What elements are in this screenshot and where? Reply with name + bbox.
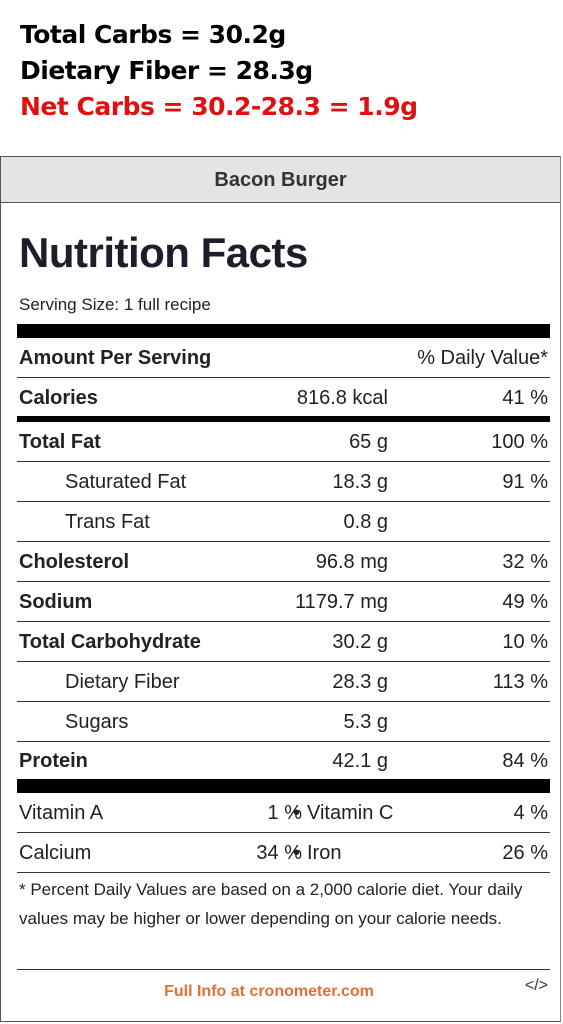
nutrient-label: Total Carbohydrate <box>19 631 201 653</box>
nutrient-percent: 41 % <box>502 387 548 409</box>
nutrient-amount: 65 g <box>349 431 388 453</box>
vitamin-label: Iron <box>307 842 342 864</box>
nutrient-percent: 113 % <box>492 671 548 693</box>
nutrient-label: Dietary Fiber <box>65 671 180 693</box>
nutrition-facts-title: Nutrition Facts <box>19 229 308 276</box>
serving-size: Serving Size: 1 full recipe <box>19 295 211 314</box>
thick-divider <box>17 324 550 338</box>
vitamin-row-a-c: Vitamin A 1 % • Vitamin C 4 % <box>17 793 550 833</box>
nutrient-label: Saturated Fat <box>65 471 187 493</box>
nutrient-row-trans-fat: Trans Fat 0.8 g <box>17 502 550 542</box>
nutrient-row-total-fat: Total Fat 65 g 100 % <box>17 422 550 462</box>
total-carbs-line: Total Carbs = 30.2g <box>20 20 286 49</box>
nutrient-row-dietary-fiber: Dietary Fiber 28.3 g 113 % <box>17 662 550 702</box>
nutrient-amount: 96.8 mg <box>315 551 388 573</box>
nutrient-label: Cholesterol <box>19 551 130 573</box>
nutrient-amount: 5.3 g <box>343 711 388 733</box>
nutrition-card: Bacon Burger Nutrition Facts Serving Siz… <box>0 156 561 1022</box>
vitamin-percent: 4 % <box>513 802 548 824</box>
nutrient-row-cholesterol: Cholesterol 96.8 mg 32 % <box>17 542 550 582</box>
vitamin-percent: 34 % <box>256 842 302 864</box>
nutrient-amount: 816.8 kcal <box>296 387 388 409</box>
medium-divider <box>17 416 550 422</box>
net-carbs-line: Net Carbs = 30.2-28.3 = 1.9g <box>20 92 418 121</box>
daily-value-footnote: * Percent Daily Values are based on a 2,… <box>19 880 523 928</box>
nutrient-label: Total Fat <box>19 431 101 453</box>
nutrient-label: Sugars <box>65 711 129 733</box>
nutrient-percent: 49 % <box>502 591 548 613</box>
nutrient-amount: 18.3 g <box>332 471 388 493</box>
vitamin-percent: 1 % <box>267 802 302 824</box>
bullet-separator: • <box>293 842 301 864</box>
nutrient-amount: 30.2 g <box>332 631 388 653</box>
nutrient-label: Protein <box>19 750 88 772</box>
thick-divider <box>17 779 550 793</box>
nutrient-row-sugars: Sugars 5.3 g <box>17 702 550 742</box>
nutrient-amount: 0.8 g <box>343 511 388 533</box>
nutrient-row-saturated-fat: Saturated Fat 18.3 g 91 % <box>17 462 550 502</box>
nutrient-percent: 84 % <box>502 750 548 772</box>
nutrient-amount: 28.3 g <box>332 671 388 693</box>
vitamin-label: Calcium <box>19 842 92 864</box>
nutrient-percent: 91 % <box>502 471 548 493</box>
nutrient-row-sodium: Sodium 1179.7 mg 49 % <box>17 582 550 622</box>
recipe-name: Bacon Burger <box>1 157 560 203</box>
full-info-link[interactable]: Full Info at cronometer.com <box>164 983 374 1000</box>
nutrient-label: Sodium <box>19 591 93 613</box>
vitamin-percent: 26 % <box>502 842 548 864</box>
nutrient-percent: 10 % <box>502 631 548 653</box>
nutrient-percent: 100 % <box>491 431 548 453</box>
embed-code-icon[interactable]: </> <box>524 977 548 994</box>
nutrient-amount: 42.1 g <box>332 750 388 772</box>
dietary-fiber-line: Dietary Fiber = 28.3g <box>20 56 313 85</box>
daily-value-header: % Daily Value* <box>417 347 548 369</box>
nutrient-percent: 32 % <box>502 551 548 573</box>
vitamin-label: Vitamin A <box>19 802 104 824</box>
nutrient-label: Trans Fat <box>65 511 150 533</box>
vitamin-label: Vitamin C <box>307 802 394 824</box>
nutrient-row-protein: Protein 42.1 g 84 % <box>17 741 550 781</box>
nutrient-label: Calories <box>19 387 98 409</box>
vitamin-row-calcium-iron: Calcium 34 % • Iron 26 % <box>17 833 550 873</box>
nutrient-amount: 1179.7 mg <box>294 591 388 613</box>
amount-per-serving-row: Amount Per Serving % Daily Value* <box>17 338 550 378</box>
bullet-separator: • <box>293 802 301 824</box>
nutrient-row-total-carbohydrate: Total Carbohydrate 30.2 g 10 % <box>17 622 550 662</box>
nutrient-row-calories: Calories 816.8 kcal 41 % <box>17 378 550 418</box>
amount-per-serving-label: Amount Per Serving <box>19 347 212 369</box>
net-carbs-header: Total Carbs = 30.2g Dietary Fiber = 28.3… <box>0 0 563 156</box>
footer-divider <box>17 969 550 970</box>
